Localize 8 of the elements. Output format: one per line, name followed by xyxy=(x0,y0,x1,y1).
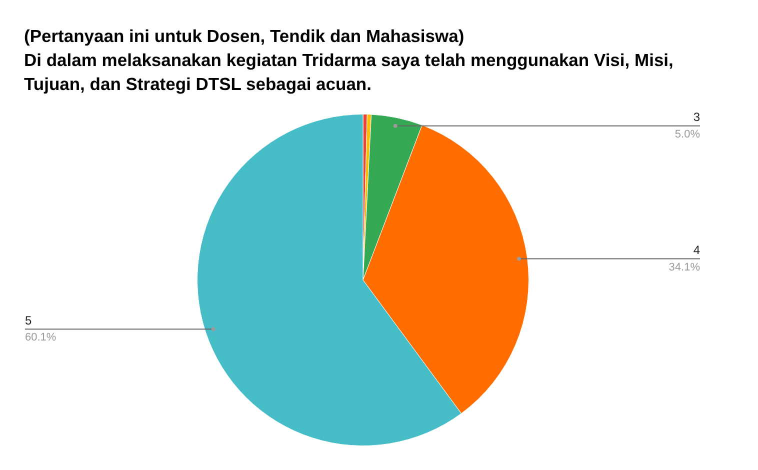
chart-title: (Pertanyaan ini untuk Dosen, Tendik dan Mahasiswa) xyxy=(24,25,466,48)
data-label: 34.1% xyxy=(668,261,700,274)
slice-label: 5 xyxy=(25,313,32,328)
slice-label: 3 xyxy=(693,110,700,124)
data-label: 60.1% xyxy=(25,332,56,344)
slice-label: 4 xyxy=(693,243,700,258)
chart-subtitle: Di dalam melaksanakan kegiatan Tridarma saya telah menggunakan Visi, Misi, Tujuan, dan Strategi DTSL sebagai acuan. xyxy=(24,49,674,96)
data-label: 5.0% xyxy=(674,128,700,140)
